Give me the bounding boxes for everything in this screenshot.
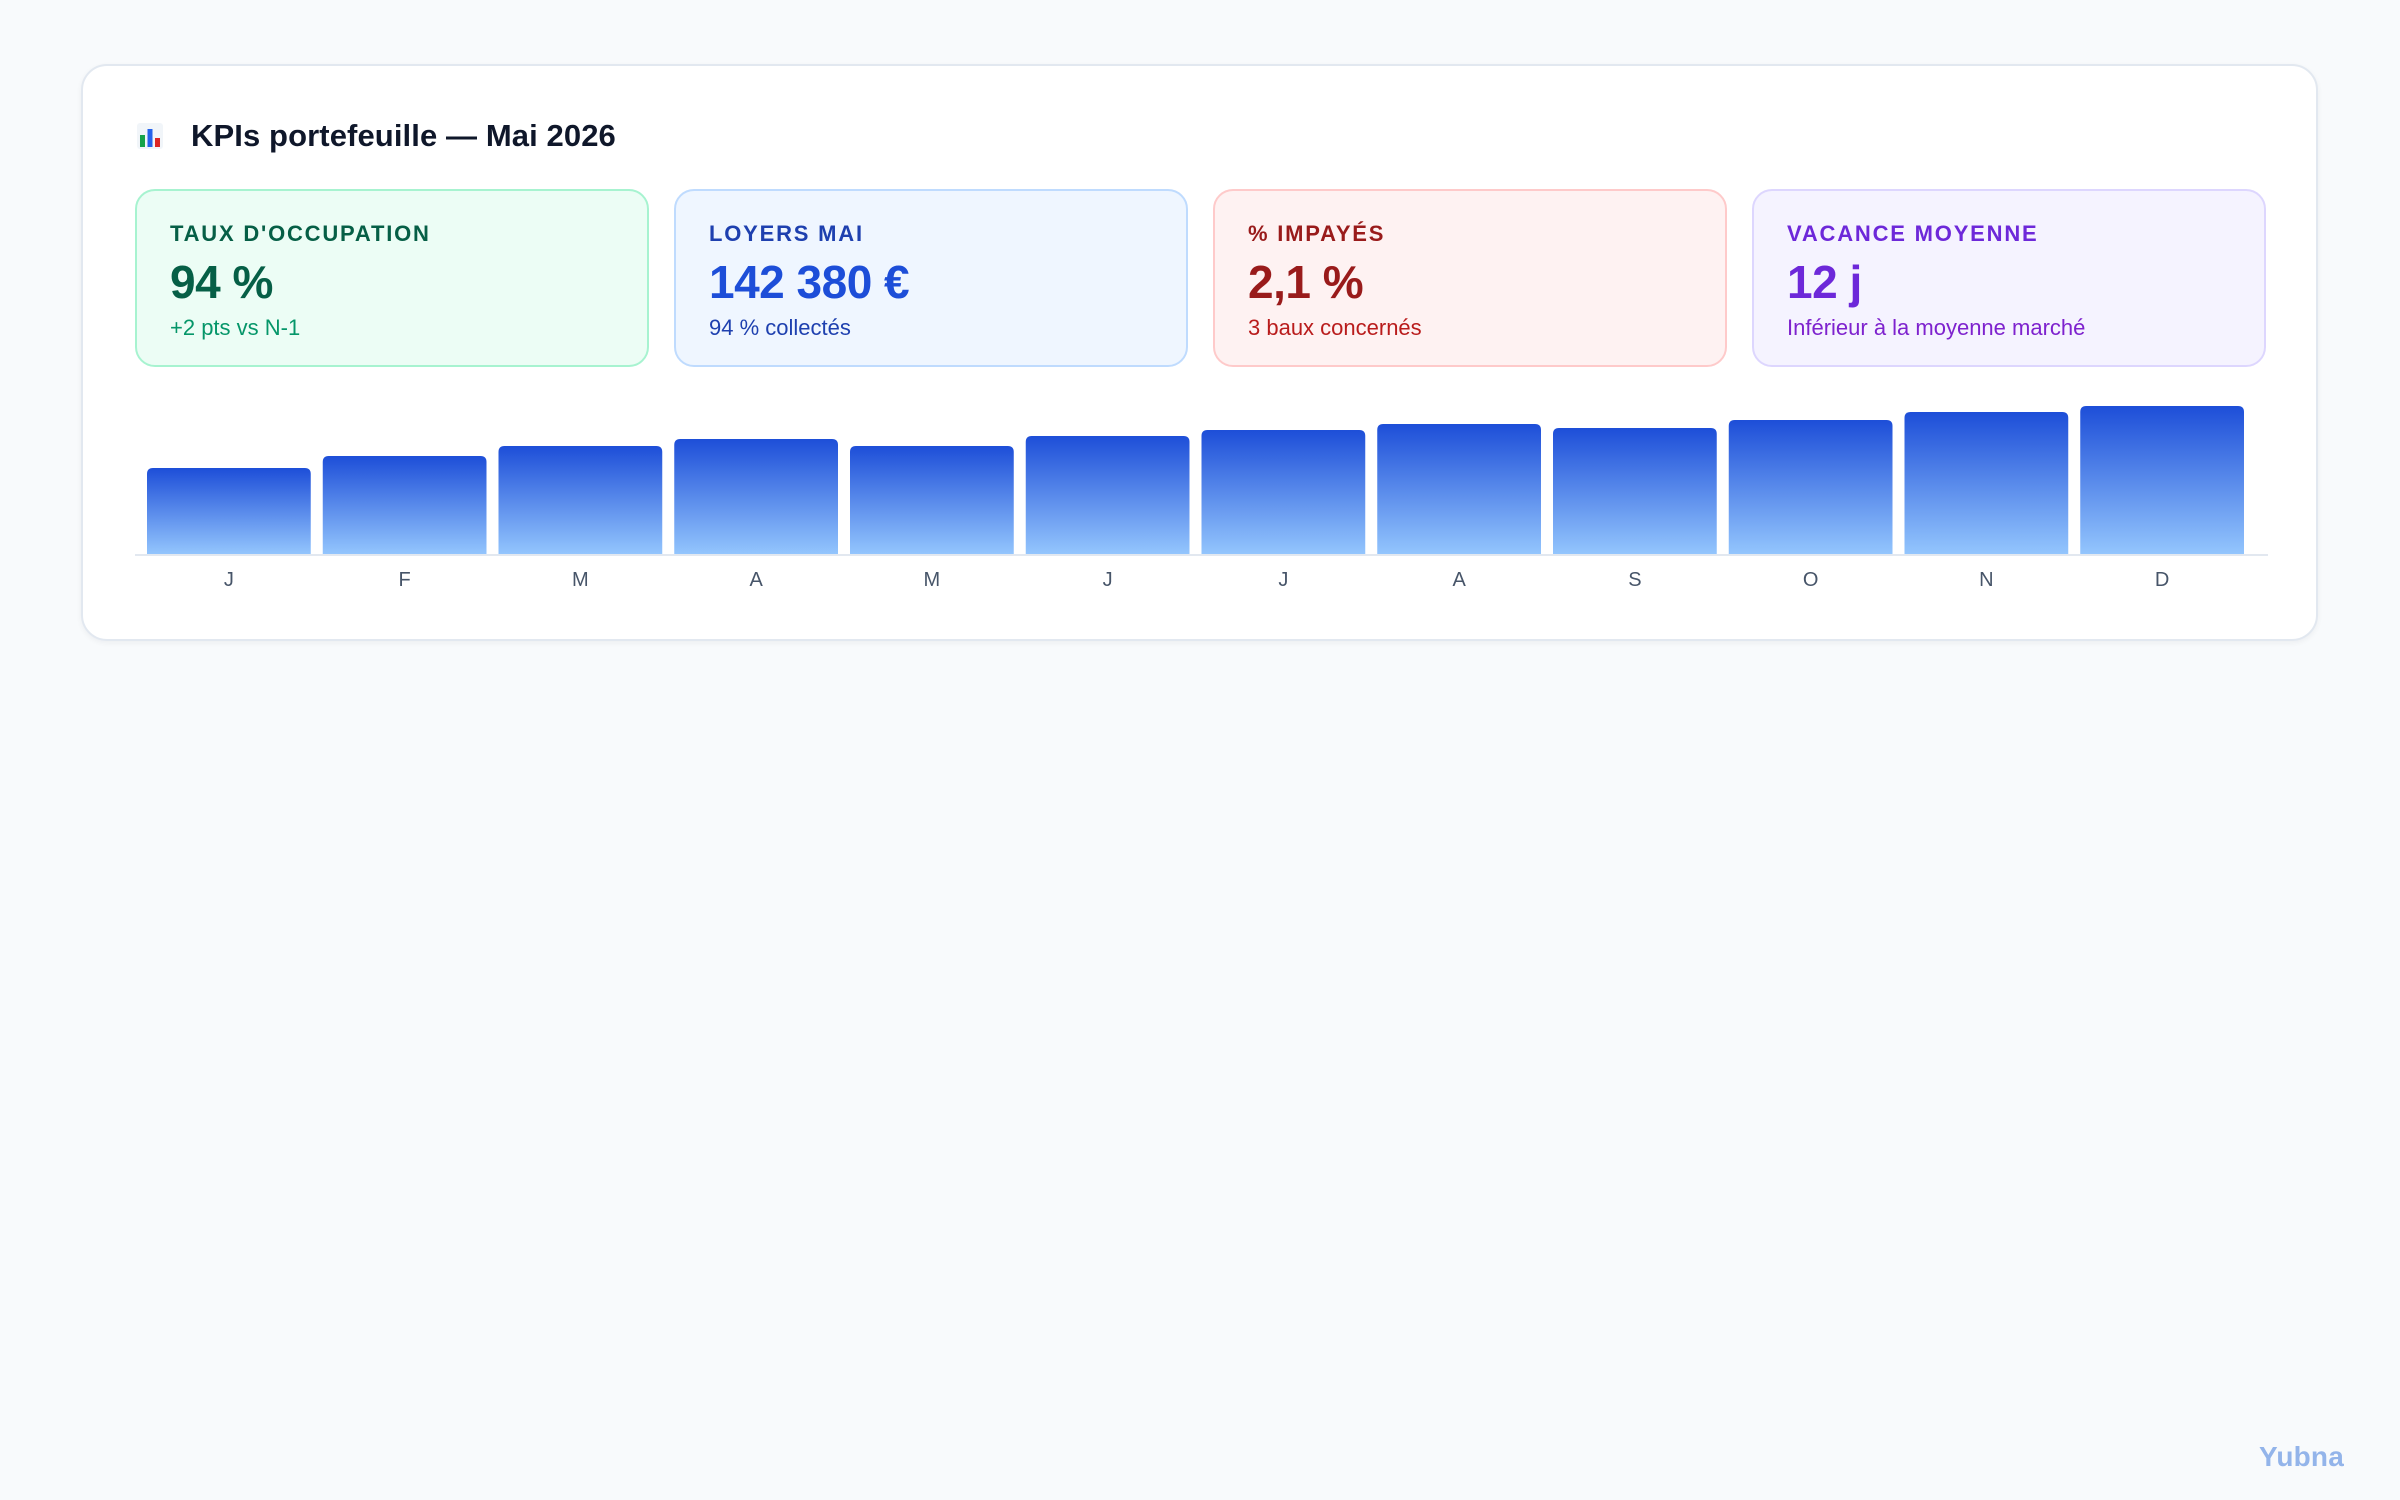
bar-M-2 [498,446,663,554]
kpi-subtext: 3 baux concernés [1248,315,1422,340]
kpi-value: 94 % [170,256,273,308]
bar-M-4 [850,446,1014,554]
kpi-value: 142 380 € [709,256,910,308]
x-tick-label: J [1103,569,1113,591]
bar-N-10 [1904,412,2069,554]
bar-F-1 [322,456,487,554]
card-title: KPIs portefeuille — Mai 2026 [191,118,616,153]
kpi-row: Taux d'occupation 94 % +2 pts vs N-1 Loy… [135,189,2268,367]
bar-J-0 [147,468,311,554]
kpi-subtext: 94 % collectés [709,315,851,340]
bar-A-7 [1377,424,1541,554]
bar-J-5 [1025,436,1190,554]
x-tick-label: M [572,569,589,591]
kpi-label: Vacance moyenne [1787,221,2039,246]
kpi-value: 12 j [1787,256,1862,308]
x-tick-label: O [1803,569,1819,591]
watermark: Yubna [2258,1441,2344,1472]
bar-A-3 [674,439,838,554]
bar-J-6 [1201,430,1366,554]
kpi-occupancy: Taux d'occupation 94 % +2 pts vs N-1 [135,189,649,367]
kpi-label: Loyers mai [709,221,864,246]
x-tick-label: N [1979,569,1993,591]
kpi-value: 2,1 % [1248,256,1364,308]
bar-S-8 [1553,428,1717,554]
x-tick-label: A [749,569,763,591]
x-tick-label: J [224,569,234,591]
bar-O-9 [1728,420,1893,554]
x-tick-label: F [399,569,411,591]
x-tick-label: D [2155,569,2169,591]
kpi-rent: Loyers mai 142 380 € 94 % collectés [674,189,1188,367]
bar-chart-icon [136,122,164,150]
bar-D-11 [2080,406,2244,554]
kpi-label: Taux d'occupation [170,221,431,246]
x-tick-label: J [1278,569,1288,591]
x-tick-label: S [1628,569,1641,591]
x-tick-label: A [1452,569,1466,591]
kpi-subtext: Inférieur à la moyenne marché [1787,315,2086,340]
kpi-subtext: +2 pts vs N-1 [170,315,301,340]
kpi-label: % impayés [1248,221,1386,246]
kpi-vacancy: Vacance moyenne 12 j Inférieur à la moye… [1752,189,2266,367]
card-header: KPIs portefeuille — Mai 2026 [136,116,616,156]
kpi-unpaid: % impayés 2,1 % 3 baux concernés [1213,189,1727,367]
kpi-card: KPIs portefeuille — Mai 2026 Taux d'occu… [81,64,2318,641]
x-tick-label: M [924,569,941,591]
